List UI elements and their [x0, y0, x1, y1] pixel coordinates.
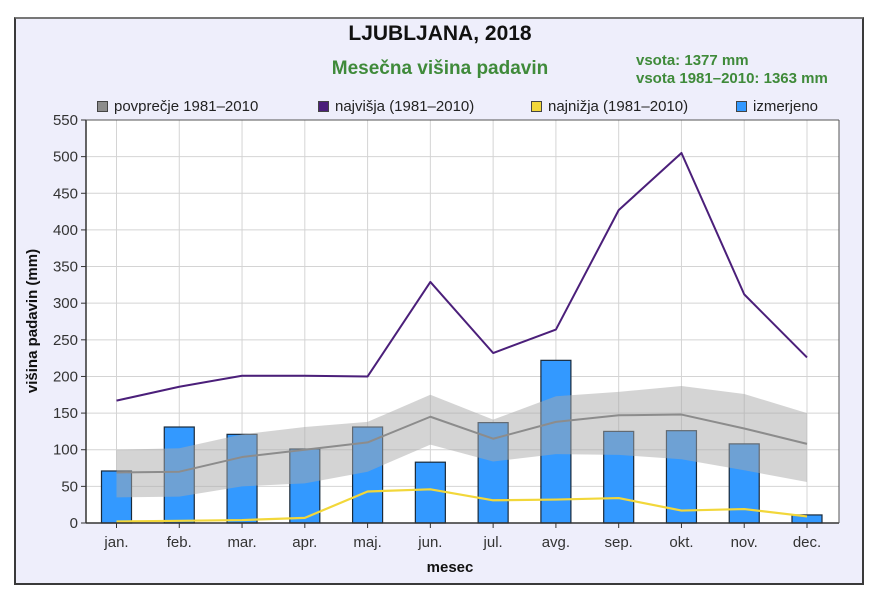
y-tick-label: 450 [53, 185, 78, 202]
y-tick-label: 150 [53, 405, 78, 422]
y-tick-label: 400 [53, 222, 78, 239]
legend-swatch-average [97, 100, 108, 112]
axes: 0 50 100 150 200 250 300 350 400 450 500 550 jan. feb… [53, 112, 840, 551]
x-tick-label: maj. [353, 534, 381, 551]
line-povprečje [116, 413, 808, 474]
legend-label: izmerjeno [753, 97, 819, 115]
line-najnižja [116, 488, 808, 523]
sum-2018: vsota: 1377 mm [636, 52, 749, 69]
average-range-band [116, 385, 807, 498]
x-tick-label: jul. [483, 534, 503, 551]
legend-swatch-max [318, 100, 329, 112]
x-tick-label: sep. [605, 534, 633, 551]
x-tick-label: nov. [731, 534, 758, 551]
y-tick-label: 100 [53, 442, 78, 459]
legend-item-min: najnižja (1981–2010) [531, 96, 688, 116]
y-tick-label: 500 [53, 149, 78, 166]
bar-jun [414, 461, 446, 524]
legend-item-measured: izmerjeno [736, 96, 818, 116]
sum-annotations: vsota: 1377 mm vsota 1981–2010: 1363 mm [636, 52, 828, 88]
x-tick-label: apr. [292, 534, 317, 551]
legend-item-max: najvišja (1981–2010) [318, 96, 474, 116]
chart-subtitle: Mesečna višina padavin [331, 58, 549, 79]
sum-1981-2010: vsota 1981–2010: 1363 mm [636, 70, 828, 87]
y-tick-label: 350 [53, 259, 78, 276]
y-tick-label: 250 [53, 332, 78, 349]
legend-label: povprečje 1981–2010 [114, 97, 259, 115]
average-band [116, 385, 807, 498]
legend-label: najvišja (1981–2010) [335, 97, 475, 115]
legend-label: najnižja (1981–2010) [548, 97, 689, 115]
y-tick-label: 300 [53, 295, 78, 312]
x-tick-label: dec. [793, 534, 821, 551]
legend-swatch-measured [736, 100, 747, 112]
x-axis-title: mesec [427, 559, 474, 576]
line-najvišja [116, 151, 808, 402]
chart-title: LJUBLJANA, 2018 [348, 22, 532, 45]
series-lines [116, 151, 808, 523]
x-tick-label: jun. [417, 534, 442, 551]
legend-item-average: povprečje 1981–2010 [97, 96, 258, 116]
x-tick-label: feb. [167, 534, 192, 551]
y-axis-title: višina padavin (mm) [24, 249, 41, 393]
x-tick-label: mar. [227, 534, 256, 551]
x-tick-label: okt. [669, 534, 693, 551]
x-tick-label: avg. [542, 534, 570, 551]
y-tick-label: 200 [53, 368, 78, 385]
y-tick-label: 550 [53, 112, 78, 129]
y-tick-label: 0 [70, 515, 78, 532]
y-tick-label: 50 [61, 478, 78, 495]
x-tick-label: jan. [103, 534, 128, 551]
legend-swatch-min [531, 100, 542, 112]
